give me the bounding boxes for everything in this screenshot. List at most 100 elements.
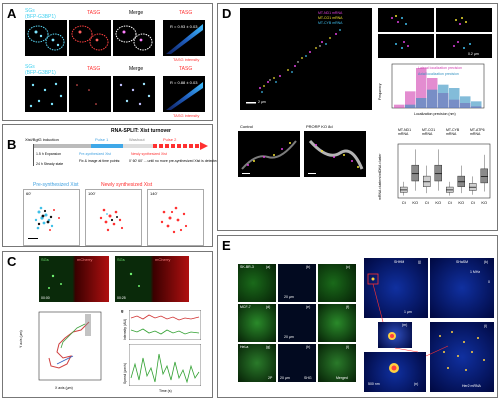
e-i-letter: (i) xyxy=(346,345,350,349)
c-trajectory-plot xyxy=(38,311,102,381)
histogram-bar xyxy=(449,88,460,108)
e-j-scale: 1 µm xyxy=(404,310,412,314)
a-row2-sgs-image xyxy=(25,76,67,112)
e-row-sk: SK-BR-3 xyxy=(240,265,254,269)
b-timeline-pulse1 xyxy=(91,144,123,148)
a-row1-r-value: R = 0.93 ± 0.03 xyxy=(170,24,198,29)
e-c-letter: (c) xyxy=(346,265,351,269)
boxplot-box xyxy=(411,164,419,182)
e-k-image: SHaSM (k) 1 MHz 0 xyxy=(430,258,494,318)
boxplot-tick-label: Ct xyxy=(448,200,453,205)
b-scatter-60 xyxy=(28,206,60,239)
e-n-letter: (n) xyxy=(414,382,419,386)
d-ko-image xyxy=(304,131,366,177)
histogram-bar xyxy=(471,101,482,108)
a-row1-plot-title: TASG xyxy=(179,10,193,16)
b-pre-label: Pre-synthesized Xist xyxy=(79,152,111,156)
b-time-140: 140' xyxy=(150,191,158,196)
e-h-scale: 20 µm xyxy=(280,376,290,380)
d-scale-main: 2 µm xyxy=(258,100,266,104)
e-m-letter: (m) xyxy=(402,323,408,327)
d-histogram xyxy=(391,63,485,109)
panel-c-label: C xyxy=(7,254,17,269)
c-frame2-time: 00:25 xyxy=(117,296,126,300)
boxplot-box xyxy=(423,175,431,187)
b-steady: 24 h Steady state xyxy=(36,162,64,166)
b-legend-pre: Pre-synthesized Xist xyxy=(33,182,79,188)
e-k-zero: 0 xyxy=(488,280,490,284)
e-m-image: (m) xyxy=(378,322,412,348)
panel-b: B RNA-SPLIT: Xist turnover Xist/BglG ind… xyxy=(2,124,218,247)
d-main-image: 2 µm xyxy=(240,8,372,110)
c-frame1-time: 00:00 xyxy=(41,296,50,300)
e-g-2p: 2P xyxy=(268,376,273,380)
panel-e: E SK-BR-3 (a) (b) 20 µm (c) MCF-7 (d) (e… xyxy=(217,235,498,398)
b-image-60: 60' xyxy=(23,189,80,246)
e-d-image: MCF-7 (d) xyxy=(238,304,276,342)
boxplot-tick-label: Ct xyxy=(402,200,407,205)
b-timeline-pulse2 xyxy=(153,144,201,148)
d-hist-legend2: Axial localization precision xyxy=(418,72,459,76)
b-title: RNA-SPLIT: Xist turnover xyxy=(111,128,172,134)
e-l-image: (l) Her2 mRNA xyxy=(430,322,494,392)
c-frame2-sgs: SGs xyxy=(117,257,125,262)
b-pulse1: Pulse 1 xyxy=(95,137,109,142)
e-b-image: (b) 20 µm xyxy=(278,264,316,302)
b-times-text: 0' 60' 60' ... until no more pre-synthes… xyxy=(129,159,219,163)
boxplot-tick-label: Ct xyxy=(425,200,430,205)
e-i-image: (i) Merged xyxy=(318,344,356,382)
c-xlabel-right: Time (s) xyxy=(159,389,172,393)
b-image-100: 100' xyxy=(85,189,142,246)
b-fix-text: Fix & image at time points: xyxy=(79,159,121,163)
b-pulse2: Pulse 2 xyxy=(163,137,177,142)
b-time-60: 60' xyxy=(26,191,32,196)
a-row2-merge: Merge xyxy=(129,66,144,72)
e-a-image: SK-BR-3 (a) xyxy=(238,264,276,302)
boxplot-tick-label: KO xyxy=(481,200,487,205)
boxplot-tick-label: KO xyxy=(412,200,418,205)
d-zoom-4: 0.2 µm xyxy=(436,34,492,58)
e-e-scale: 20 µm xyxy=(284,335,294,339)
c-ylabel-left: Y axis (µm) xyxy=(19,330,23,348)
a-row2-merge-image xyxy=(113,76,155,112)
d-zoom-2 xyxy=(436,8,492,32)
boxplot-tick-label: KO xyxy=(458,200,464,205)
histogram-bar xyxy=(427,89,438,108)
histogram-bar xyxy=(394,104,405,108)
d-box-ylabel: mRNA clusters/mtDNA cluster xyxy=(378,153,382,200)
a-row2-sgs: SGs xyxy=(25,64,35,70)
a-row2-xlabel: TASG intensity xyxy=(173,113,200,118)
e-h-shg: SHG xyxy=(304,376,312,380)
e-k-shasm: SHaSM xyxy=(456,260,469,264)
d-box-group-2: MT-CO1 mRNA xyxy=(422,128,436,136)
d-boxplot: Ct KO Ct KO Ct KO Ct KO xyxy=(397,143,491,205)
e-j-image: SHHM (j) 1 µm xyxy=(364,258,428,318)
b-timeline-washout xyxy=(123,144,153,148)
e-row-mcf: MCF-7 xyxy=(240,305,251,309)
e-d-letter: (d) xyxy=(266,305,271,309)
d-scale-small: 0.2 µm xyxy=(468,52,479,56)
c-frame1-sgs: SGs xyxy=(41,257,49,262)
a-row2-tasg-image xyxy=(69,76,111,112)
e-e-image: (e) 20 µm xyxy=(278,304,316,342)
c-frame1-mcherry: mCherry xyxy=(77,257,93,262)
c-g-label: g xyxy=(121,308,124,313)
d-box-group-1: MT-ND1 mRNA xyxy=(398,128,412,136)
a-row1-tasg-image xyxy=(69,20,111,56)
d-legend-co1: MT-CO1 mRNA xyxy=(318,16,343,20)
c-intensity-plot xyxy=(129,310,201,340)
boxplot-tick-label: Ct xyxy=(471,200,476,205)
e-c-image: (c) xyxy=(318,264,356,302)
boxplot-box xyxy=(480,168,488,184)
e-b-letter: (b) xyxy=(306,265,311,269)
e-b-scale: 20 µm xyxy=(284,295,294,299)
d-box-group-4: MT-ATP6 mRNA xyxy=(470,128,485,136)
b-image-140: 140' xyxy=(147,189,204,246)
histogram-bar xyxy=(416,98,427,108)
b-timeline-arrow-icon xyxy=(200,142,208,150)
d-hist-legend1: Lateral localization precision xyxy=(418,66,462,70)
c-frame1-image: SGs mCherry 00:00 xyxy=(39,256,109,302)
b-scatter-100 xyxy=(99,208,124,232)
a-row2-r-value: R = 0.88 ± 0.03 xyxy=(170,80,198,85)
e-f-letter: (f) xyxy=(346,305,350,309)
